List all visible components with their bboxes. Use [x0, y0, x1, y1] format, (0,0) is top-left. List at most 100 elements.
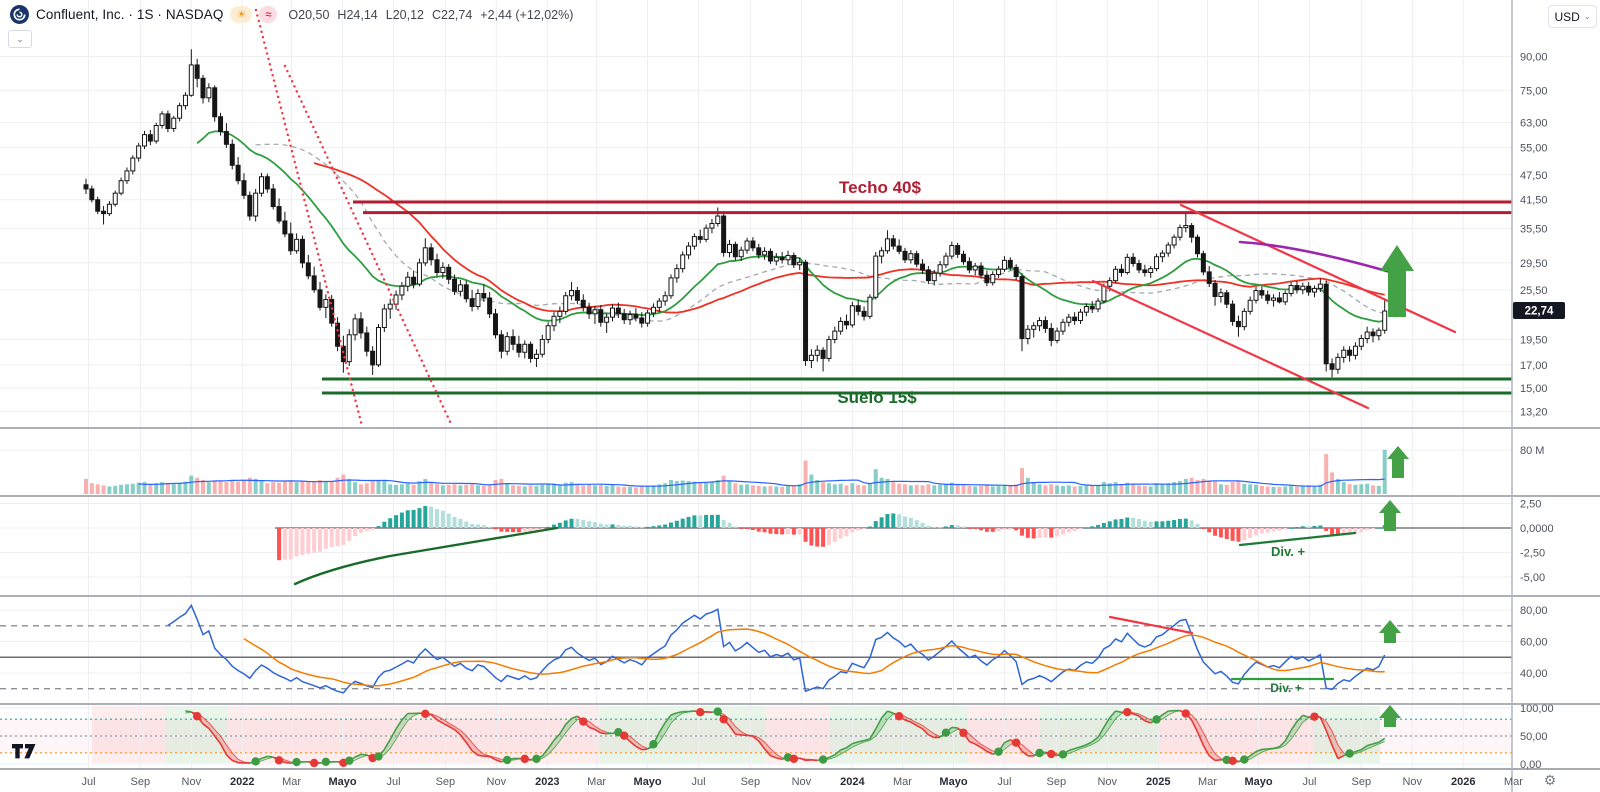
stoch-up-arrow[interactable] [1379, 705, 1401, 727]
close-label: C [431, 7, 441, 22]
time-tick-label: Mar [1198, 776, 1217, 788]
time-tick-label: 2026 [1451, 776, 1475, 788]
tradingview-logo-icon[interactable] [12, 744, 36, 764]
high-value: 24,14 [346, 7, 378, 22]
confluent-logo-icon[interactable] [10, 5, 29, 24]
dotted-downtrend-2[interactable] [283, 64, 454, 428]
stoch-tick-label: 100,00 [1520, 703, 1554, 715]
stoch-cross-dots [192, 707, 1354, 768]
time-tick-label: Mar [893, 776, 912, 788]
volume-bars [84, 449, 1387, 494]
open-label: O [288, 7, 299, 22]
time-tick-label: 2024 [840, 776, 865, 788]
annotations-layer: Techo 40$ Suelo 15$ Div. + Div. + [254, 8, 1512, 727]
time-axis[interactable]: Jul Sep Nov 2022 Mar Mayo Jul Sep Nov 2023 Mar Mayo… [81, 776, 1523, 788]
market-status-icon[interactable]: ☀ [230, 6, 253, 23]
price-tick-label: 75,00 [1520, 85, 1548, 97]
macd-histogram [277, 505, 1387, 561]
price-tick-label: 13,20 [1520, 407, 1548, 419]
price-tick-label: 47,50 [1520, 170, 1548, 182]
rsi-div-label[interactable]: Div. + [1270, 681, 1301, 695]
time-tick-label: Mayo [634, 776, 662, 788]
time-tick-label: Mayo [1244, 776, 1272, 788]
collapse-legend-button[interactable]: ⌄ [8, 30, 32, 48]
price-axis[interactable]: 90,00 75,00 63,00 55,00 47,50 41,50 35,50 29,50… [1513, 52, 1565, 771]
rsi-tick-label: 40,00 [1520, 668, 1548, 680]
time-tick-label: Nov [182, 776, 202, 788]
volume-up-arrow[interactable] [1387, 446, 1409, 478]
sma30-dashed-line [255, 143, 1385, 322]
gridlines [0, 0, 1512, 769]
currency-label: USD [1554, 9, 1580, 24]
ohlc-values: O20,50 H24,14 L20,12 C22,74 +2,44 (+12,0… [288, 8, 573, 22]
ema20-line [196, 130, 1385, 323]
rsi-up-arrow[interactable] [1379, 620, 1401, 643]
close-value: 22,74 [441, 7, 473, 22]
axis-settings-gear-icon[interactable]: ⚙ [1543, 771, 1557, 788]
price-tick-label: 90,00 [1520, 52, 1548, 64]
rsi-ma-line [243, 628, 1385, 687]
high-label: H [337, 7, 347, 22]
current-price-value: 22,74 [1525, 306, 1554, 318]
price-tick-label: 15,00 [1520, 383, 1548, 395]
time-tick-label: Nov [1097, 776, 1117, 788]
open-value: 20,50 [298, 7, 330, 22]
rsi-bear-div-line[interactable] [1108, 615, 1194, 635]
time-tick-label: Mayo [939, 776, 967, 788]
chevron-down-icon: ⌄ [1583, 12, 1591, 21]
stoch-ribbon [185, 709, 1386, 765]
price-tick-label: 41,50 [1520, 195, 1548, 207]
volume-ma-line [138, 478, 1385, 487]
time-tick-label: Mayo [329, 776, 357, 788]
rsi-tick-label: 60,00 [1520, 637, 1548, 649]
candles [83, 49, 1388, 378]
volume-tick-label: 80 M [1520, 445, 1544, 457]
time-tick-label: Nov [487, 776, 507, 788]
change-value: +2,44 (+12,02%) [480, 7, 574, 22]
channel-upper[interactable] [1179, 203, 1457, 334]
price-tick-label: 19,50 [1520, 334, 1548, 346]
low-value: 20,12 [392, 7, 424, 22]
time-tick-label: Sep [131, 776, 151, 788]
approx-data-icon[interactable]: ≈ [259, 6, 278, 23]
time-tick-label: Mar [587, 776, 606, 788]
time-tick-label: 2022 [230, 776, 254, 788]
time-tick-label: Jul [997, 776, 1011, 788]
time-tick-label: Mar [1504, 776, 1523, 788]
macd-up-arrow[interactable] [1379, 500, 1401, 531]
time-tick-label: Sep [436, 776, 456, 788]
time-tick-label: Jul [692, 776, 706, 788]
macd-div-label[interactable]: Div. + [1271, 544, 1305, 559]
time-tick-label: Jul [387, 776, 401, 788]
dotted-downtrend-1[interactable] [254, 8, 364, 428]
price-tick-label: 63,00 [1520, 118, 1548, 130]
rsi-line [167, 603, 1386, 694]
time-tick-label: Nov [1402, 776, 1422, 788]
price-tick-label: 25,50 [1520, 285, 1548, 297]
sma40-line [313, 162, 1385, 314]
currency-selector[interactable]: USD ⌄ [1548, 5, 1597, 28]
price-tick-label: 35,50 [1520, 224, 1548, 236]
macd-tick-label: -5,00 [1520, 572, 1545, 584]
time-tick-label: Jul [1302, 776, 1316, 788]
time-tick-label: Sep [1046, 776, 1066, 788]
time-tick-label: 2025 [1146, 776, 1170, 788]
channel-lower[interactable] [1091, 279, 1370, 410]
purple-trendline[interactable] [1238, 240, 1392, 274]
macd-support-curve[interactable] [293, 526, 559, 586]
macd-tick-label: 2,50 [1520, 499, 1541, 511]
low-label: L [385, 7, 393, 22]
time-tick-label: 2023 [535, 776, 559, 788]
suelo-label[interactable]: Suelo 15$ [837, 388, 917, 407]
techo-label[interactable]: Techo 40$ [839, 178, 921, 197]
time-tick-label: Sep [741, 776, 761, 788]
symbol-header: Confluent, Inc. · 1S · NASDAQ ☀ ≈ O20,50… [10, 5, 573, 24]
time-tick-label: Jul [81, 776, 95, 788]
main-up-arrow[interactable] [1380, 245, 1414, 317]
symbol-title[interactable]: Confluent, Inc. · 1S · NASDAQ [36, 7, 224, 22]
rsi-tick-label: 80,00 [1520, 605, 1548, 617]
macd-div-line[interactable] [1238, 531, 1357, 547]
